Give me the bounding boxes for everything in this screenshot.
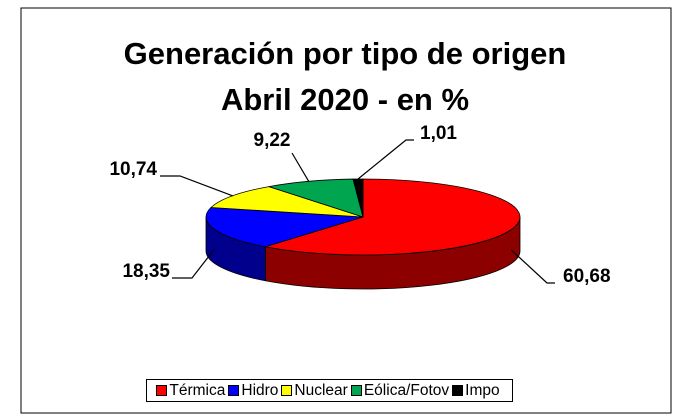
data-label: 9,22 [254,130,291,151]
chart-title: Generación por tipo de origen [124,36,567,71]
slice [268,178,364,218]
data-label: 18,35 [122,261,170,282]
legend-label: Eólica/Fotov [363,381,450,399]
legend-label: Hidro [241,381,279,399]
legend-item: Nuclear [281,381,348,400]
legend-swatch [281,385,293,396]
leader-line [291,152,310,182]
slice [265,178,521,256]
leader-line [357,139,414,180]
legend-item: Impo [452,381,500,400]
leader-line [172,249,215,279]
legend-swatch [156,385,168,396]
slice [352,178,364,218]
legend-item: Térmica [156,382,225,400]
legend-label: Nuclear [294,381,348,399]
leader-line [160,175,233,197]
legend-item: Hidro [228,382,278,400]
data-label: 60,68 [563,266,611,287]
slice [210,186,364,218]
legend: Térmica Hidro Nuclear Eólica/Fotov Impo [146,379,513,402]
leader-line [510,249,555,284]
legend-swatch [228,385,240,396]
legend-label: Térmica [169,381,226,399]
slice [205,207,364,248]
legend-label: Impo [465,381,500,399]
legend-item: Eólica/Fotov [350,381,450,400]
chart-title: Abril 2020 - en % [221,82,469,117]
data-label: 10,74 [109,159,157,180]
legend-swatch [452,385,464,396]
data-label: 1,01 [420,123,457,144]
legend-swatch [350,385,362,396]
